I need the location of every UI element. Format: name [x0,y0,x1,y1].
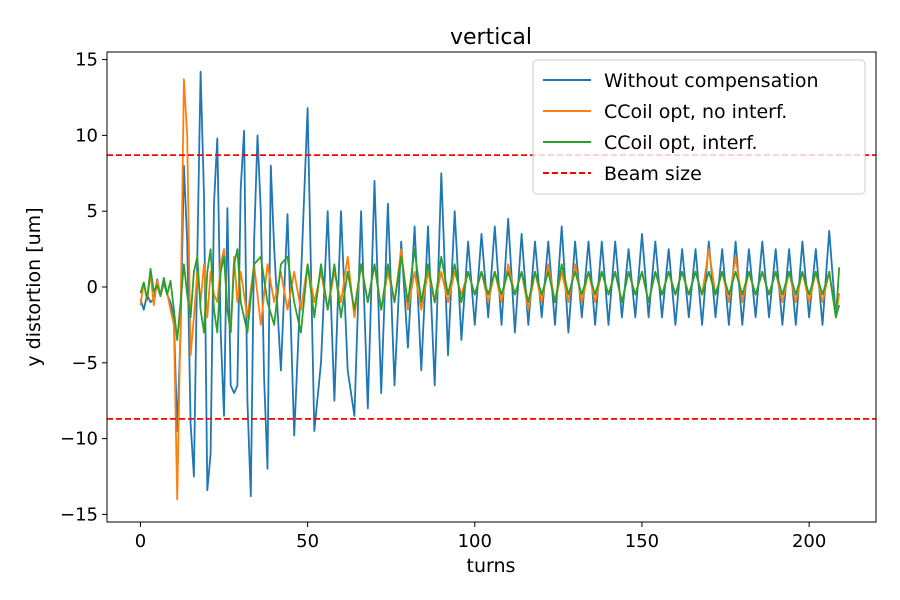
y-tick-label: 5 [87,201,98,222]
legend-label: Without compensation [604,70,819,92]
x-tick-label: 150 [625,531,659,552]
chart-title: vertical [450,25,532,50]
series-line-3 [139,248,841,341]
x-axis-label: turns [467,555,516,577]
legend-label: Beam size [604,163,702,185]
axis-ticks: 0 50 100 150 200 −15 −10 −5 0 5 10 15 [60,50,826,552]
y-tick-label: −10 [60,429,98,450]
series-line-2 [139,78,841,501]
x-tick-label: 50 [296,531,319,552]
y-tick-label: −15 [60,504,98,525]
x-tick-label: 200 [792,531,826,552]
y-axis-label: y distortion [um] [23,207,45,366]
y-tick-label: 10 [75,125,98,146]
y-tick-label: −5 [71,353,98,374]
legend-box [532,59,866,195]
legend-label: CCoil opt, interf. [604,132,758,154]
legend: Without compensation CCoil opt, no interf… [532,59,866,195]
x-tick-label: 0 [135,531,146,552]
y-tick-label: 0 [87,277,98,298]
y-tick-label: 15 [75,50,98,71]
x-tick-label: 100 [458,531,492,552]
series-line-1 [139,70,841,498]
legend-label: CCoil opt, no interf. [604,101,787,123]
